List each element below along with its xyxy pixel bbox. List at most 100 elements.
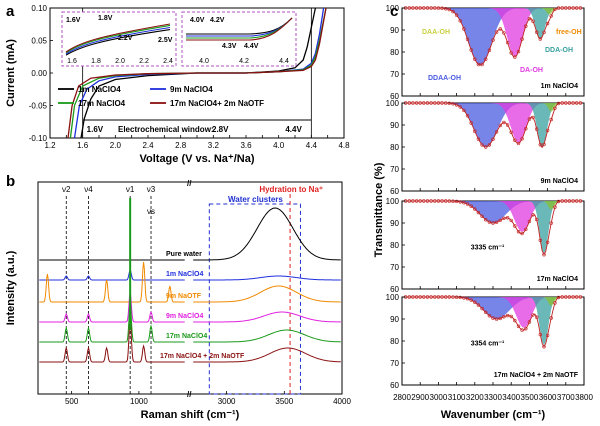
panel-b-xtick-label: 3000 <box>218 397 236 406</box>
panel-b-xtick-label: 500 <box>65 397 79 406</box>
panel-c-data-point <box>465 114 470 118</box>
panel-c-data-point <box>473 129 477 133</box>
panel-c-data-point <box>484 310 488 314</box>
panel-a-ann-window: Electrochemical window: <box>118 125 214 134</box>
panel-c-ytick-label: 90 <box>390 26 399 35</box>
inset-left-label: 2.2V <box>118 35 133 42</box>
inset-right-xtick: 4.2 <box>239 58 249 65</box>
panel-b-curve-high-0 <box>193 207 341 261</box>
panel-c-data-point <box>484 218 488 222</box>
panel-a-xtick-label: 3.6 <box>240 141 252 150</box>
panel-c-ytick-label: 90 <box>390 219 399 228</box>
panel-c-fit-line <box>405 200 583 256</box>
panel-c-data-point <box>484 57 488 61</box>
panel-c-data-point <box>498 123 502 128</box>
inset-right-label: 4.0V <box>190 17 205 24</box>
panel-c-ytick-label: 60 <box>390 187 399 196</box>
panel-c-xlabel: Wavenumber (cm⁻¹) <box>441 409 546 421</box>
panel-a-ytick-label: 0.05 <box>31 37 47 46</box>
panel-b-xtick-label: 4000 <box>333 397 351 406</box>
panel-c-ytick-label: 80 <box>390 337 399 346</box>
panel-c-data-point <box>524 227 528 232</box>
inset-left-xtick: 2.4 <box>163 58 173 65</box>
panel-c-data-point <box>531 19 535 23</box>
panel-c-component-3 <box>411 8 583 15</box>
inset-right-label: 4.3V <box>222 43 237 50</box>
panel-a-ann-lo: 1.6V <box>87 125 104 134</box>
inset-right-label: 4.4V <box>244 43 259 50</box>
panel-c-chart: 100 90 80 70 60 1m NaClO4 100 90 80 70 60 9m NaClO4… <box>386 4 594 402</box>
panel-c-data-point <box>469 48 473 52</box>
panel-c-data-point <box>480 143 484 147</box>
panel-a-annotations: 1.6V 4.4V Electrochemical window:2.8V <box>82 119 312 134</box>
inset-right-xtick: 4.4 <box>279 58 289 65</box>
panel-c-component-3 <box>411 103 583 112</box>
panel-b-xtick-label: 3500 <box>275 397 293 406</box>
panel-c-data-point <box>462 27 466 31</box>
panel-c-ytick-label: 100 <box>386 99 400 108</box>
panel-c-data-point <box>487 314 492 318</box>
panel-c-component-2 <box>411 201 583 254</box>
inset-left-xtick: 2.2 <box>139 58 149 65</box>
panel-c-data-point <box>549 14 553 18</box>
panel-c-data-point <box>494 30 499 34</box>
inset-left-xtick: 1.8 <box>91 58 101 65</box>
panel-c-component-0 <box>411 8 583 66</box>
panel-c-data-point <box>524 327 528 331</box>
panel-c-ytick-label: 80 <box>390 143 399 152</box>
panel-c-xtick-label: 3200 <box>466 393 484 402</box>
inset-right-curve-3 <box>186 17 293 41</box>
panel-c-data-point <box>527 219 532 224</box>
panel-c-data-point <box>458 105 462 109</box>
panel-a-xtick-label: 4.0 <box>273 141 285 150</box>
panel-b-curve-high-1 <box>193 275 341 281</box>
panel-c-data-point <box>513 224 517 228</box>
panel-c-data-point <box>520 137 524 141</box>
panel-c-xtick-label: 3500 <box>521 393 539 402</box>
panel-c-ytick-label: 70 <box>390 359 399 368</box>
panel-c-data-point <box>513 138 517 143</box>
panel-b-mode-label: ν2 <box>62 185 71 194</box>
panel-c-data-point <box>487 48 492 52</box>
panel-b-series-label: 1m NaClO4 <box>166 271 203 278</box>
panel-c-xtick-label: 2900 <box>411 393 429 402</box>
panel-c-data-point <box>462 108 466 113</box>
panel-c-ytick-label: 80 <box>390 48 399 57</box>
panel-c-component-0 <box>411 201 583 223</box>
panel-a-ytick-label: 0.00 <box>31 69 47 78</box>
panel-c-data-point <box>491 38 495 42</box>
panel-c-component-label: DDAA-OH <box>428 75 461 82</box>
panel-c-xtick-label: 3000 <box>430 393 448 402</box>
inset-left-curve-0 <box>65 29 171 56</box>
inset-left-frame <box>61 11 177 67</box>
panel-c-component-2 <box>411 103 583 147</box>
panel-c-xtick-label: 3300 <box>484 393 502 402</box>
panel-b-curve-high-5 <box>193 347 341 363</box>
panel-c-data-point <box>473 207 477 211</box>
panel-c-subpanel-label: 17m NaClO4 + 2m NaOTF <box>494 372 579 379</box>
panel-c-data-point <box>542 253 546 257</box>
panel-c-data-point <box>494 130 499 134</box>
panel-c-subpanel-label: 9m NaClO4 <box>541 178 578 185</box>
panel-c-data-point <box>505 123 510 127</box>
inset-left: 1.6V 1.8V 2.2V 2.5V 1.6 1.8 2.0 2.2 2.4 <box>65 15 173 65</box>
panel-c-data-point <box>545 21 550 26</box>
panel-b-curve-low-5 <box>39 317 185 363</box>
panel-a-xtick-label: 3.2 <box>208 141 220 150</box>
panel-c-data-point <box>451 9 455 14</box>
panel-c-data-point <box>524 126 528 131</box>
panel-c-data-point <box>476 210 481 215</box>
panel-c-data-point <box>509 314 513 319</box>
panel-b-mode-label: ν1 <box>126 185 135 194</box>
panel-a-legend: 1m NaClO4 9m NaClO4 17m NaClO4 17m NaClO4+ … <box>58 85 264 108</box>
panel-b-series-label: Pure water <box>166 251 202 258</box>
panel-c-xtick-label: 3400 <box>502 393 520 402</box>
panel-a-xlabel: Voltage (V vs. Na⁺/Na) <box>139 153 254 165</box>
panel-a-xtick-label: 1.2 <box>44 141 56 150</box>
panel-c-data-point <box>531 313 535 317</box>
panel-c-data-point <box>513 55 517 59</box>
panel-c-data-point <box>498 27 502 31</box>
panel-c-data-point <box>469 121 473 125</box>
